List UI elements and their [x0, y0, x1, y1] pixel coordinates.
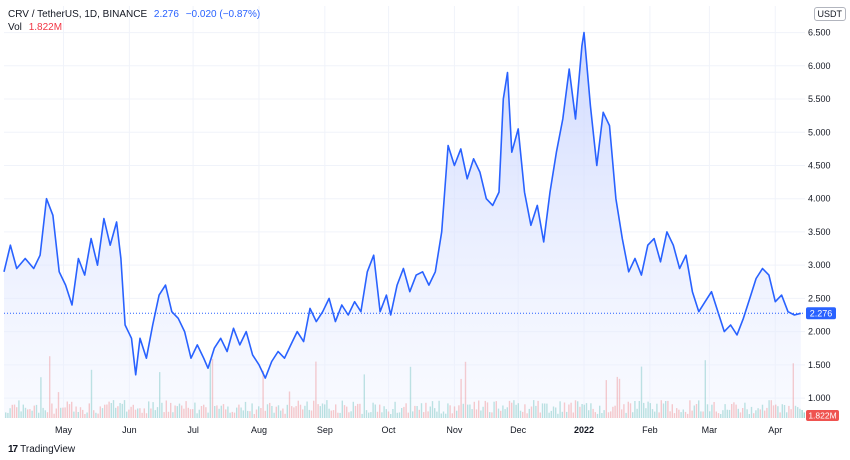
- y-tick-label: 1.000: [808, 393, 831, 403]
- y-tick-label: 3.500: [808, 227, 831, 237]
- x-axis: May Jun Jul Aug Sep Oct Nov Dec 2022 Feb Mar Apr: [55, 425, 782, 435]
- last-price: 2.276: [153, 9, 179, 20]
- x-tick-label: Jul: [187, 425, 199, 435]
- x-tick-label: May: [55, 425, 73, 435]
- y-tick-label: 6.000: [808, 61, 831, 71]
- price-change: −0.020 (−0.87%): [185, 9, 261, 20]
- volume-value: 1.822M: [28, 22, 63, 33]
- x-tick-label: Mar: [702, 425, 718, 435]
- x-tick-label: Feb: [642, 425, 658, 435]
- volume-bar: [801, 410, 803, 418]
- y-tick-label: 4.500: [808, 160, 831, 170]
- y-tick-label: 3.000: [808, 260, 831, 270]
- x-tick-label: Apr: [768, 425, 782, 435]
- y-tick-label: 4.000: [808, 194, 831, 204]
- x-tick-label: Nov: [446, 425, 463, 435]
- x-tick-label: 2022: [574, 425, 594, 435]
- last-price-badge: [806, 307, 836, 320]
- last-price-badge-label: 2.276: [810, 308, 833, 318]
- price-line: [3, 31, 802, 379]
- x-tick-label: Jun: [122, 425, 137, 435]
- y-tick-label: 5.000: [808, 127, 831, 137]
- x-tick-label: Sep: [317, 425, 333, 435]
- x-tick-label: Dec: [510, 425, 527, 435]
- tradingview-brand[interactable]: 17 TradingView: [8, 444, 75, 455]
- brand-name: TradingView: [20, 444, 76, 455]
- y-tick-label: 6.500: [808, 28, 831, 38]
- y-tick-label: 1.500: [808, 360, 831, 370]
- symbol-label: CRV / TetherUS, 1D, BINANCE: [8, 9, 148, 20]
- volume-header: Vol 1.822M: [8, 22, 66, 33]
- x-tick-label: Oct: [382, 425, 397, 435]
- y-tick-label: 2.500: [808, 293, 831, 303]
- volume-label: Vol: [8, 22, 22, 33]
- y-tick-label: 2.000: [808, 327, 831, 337]
- tradingview-logo-icon: 17: [8, 444, 18, 455]
- price-area: [4, 32, 801, 418]
- chart-header: CRV / TetherUS, 1D, BINANCE 2.276 −0.020…: [8, 9, 264, 20]
- y-tick-label: 5.500: [808, 94, 831, 104]
- volume-bar: [803, 412, 805, 418]
- y-axis: 6.500 6.000 5.500 5.000 4.500 4.000 3.500 3.000…: [808, 28, 831, 403]
- volume-badge: [806, 410, 839, 421]
- currency-button[interactable]: USDT: [813, 7, 846, 21]
- volume-badge-label: 1.822M: [808, 411, 836, 421]
- x-tick-label: Aug: [251, 425, 267, 435]
